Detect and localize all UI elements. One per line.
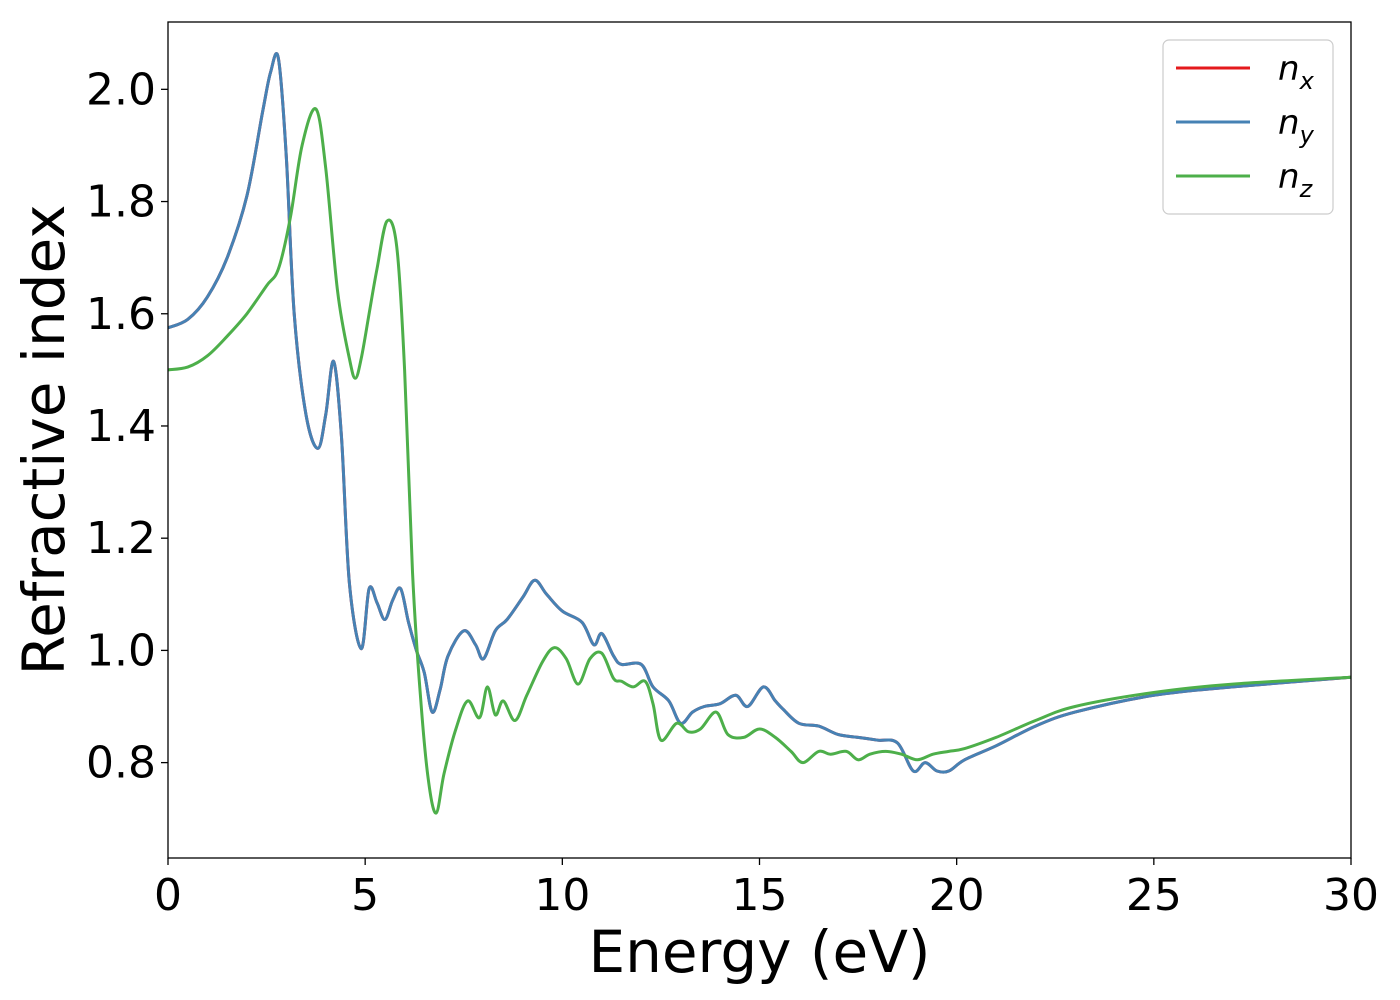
y-tick-label: 2.0 [86,64,156,115]
x-axis-label: Energy (eV) [588,918,930,986]
x-tick-label: 0 [154,870,182,921]
y-axis-ticks: 0.8 1.0 1.2 1.4 1.6 1.8 2.0 [86,64,168,789]
y-tick-label: 1.4 [86,401,156,452]
y-tick-label: 0.8 [86,738,156,789]
legend-label-subscript: x [1299,67,1315,95]
x-tick-label: 25 [1126,870,1182,921]
series-line-z [168,107,1351,815]
legend-label-subscript: y [1299,121,1315,149]
legend-label-base: n [1278,103,1300,143]
legend-label-x: nx [1278,49,1315,95]
legend-label-base: n [1278,49,1300,89]
y-tick-label: 1.2 [86,513,156,564]
series-line-y [168,51,1351,774]
legend-label-y: ny [1278,103,1315,149]
y-tick-label: 1.8 [86,177,156,228]
series-layer [168,51,1351,815]
y-tick-label: 1.6 [86,289,156,340]
legend-label-subscript: z [1299,175,1314,203]
x-tick-label: 5 [351,870,379,921]
legend-label-z: nz [1278,157,1314,203]
y-tick-label: 1.0 [86,625,156,676]
plot-background [168,22,1351,858]
x-tick-label: 15 [732,870,788,921]
x-axis-ticks: 0 5 10 15 20 25 30 [154,858,1379,921]
x-tick-label: 10 [534,870,590,921]
x-tick-label: 20 [929,870,985,921]
legend-label-base: n [1278,157,1300,197]
y-axis-label: Refractive index [10,204,78,675]
legend-box [1162,39,1334,215]
x-tick-label: 30 [1323,870,1379,921]
